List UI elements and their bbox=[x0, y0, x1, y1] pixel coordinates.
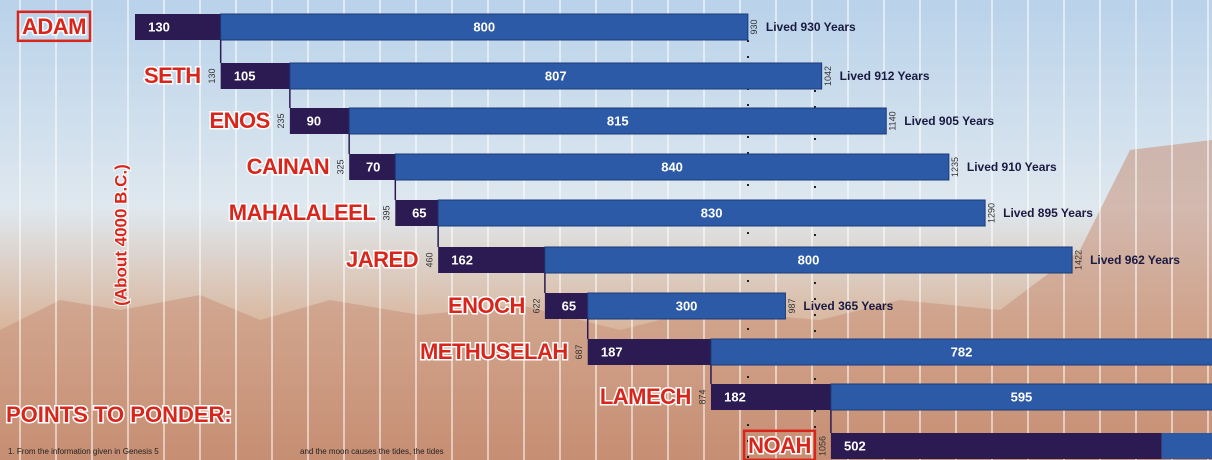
rest-label: 840 bbox=[661, 159, 683, 174]
rest-label: 595 bbox=[1011, 389, 1033, 404]
death-year: 1140 bbox=[888, 111, 898, 130]
death-year: 1290 bbox=[986, 203, 996, 223]
rest-label: 782 bbox=[951, 344, 973, 359]
birth-year: 130 bbox=[207, 68, 217, 83]
death-year: 1042 bbox=[823, 66, 833, 86]
rest-label: 830 bbox=[701, 205, 723, 220]
rest-label: 800 bbox=[473, 19, 495, 34]
birth-year: 687 bbox=[574, 344, 584, 359]
name: ADAM bbox=[22, 14, 86, 39]
begat-label: 130 bbox=[148, 19, 170, 34]
birth-year: 460 bbox=[425, 252, 435, 267]
begat-label: 65 bbox=[412, 205, 426, 220]
rest-label: 807 bbox=[545, 68, 567, 83]
rest-label: 815 bbox=[607, 113, 629, 128]
name: MAHALALEEL bbox=[229, 200, 376, 225]
name: METHUSELAH bbox=[420, 339, 568, 364]
name: CAINAN bbox=[247, 154, 330, 179]
begat-label: 65 bbox=[562, 298, 576, 313]
ponder-text: 1. From the information given in Genesis… bbox=[8, 447, 159, 456]
death-year: 1235 bbox=[950, 157, 960, 177]
death-year: 1422 bbox=[1073, 250, 1083, 270]
lived-label: Lived 912 Years bbox=[840, 69, 930, 83]
chart: (About 4000 B.C.) POINTS TO PONDER: 1. F… bbox=[0, 0, 1212, 460]
begat-bar bbox=[831, 433, 1162, 459]
begat-label: 182 bbox=[724, 389, 746, 404]
begat-label: 162 bbox=[451, 252, 473, 267]
name: NOAH bbox=[748, 433, 811, 458]
birth-year: 235 bbox=[276, 113, 286, 128]
birth-year: 874 bbox=[697, 389, 707, 404]
name: JARED bbox=[346, 247, 418, 272]
ponder-title: POINTS TO PONDER: bbox=[6, 402, 232, 427]
lived-label: Lived 930 Years bbox=[766, 20, 856, 34]
begat-label: 90 bbox=[307, 113, 321, 128]
birth-year: 325 bbox=[336, 159, 346, 174]
begat-label: 70 bbox=[366, 159, 380, 174]
lived-label: Lived 905 Years bbox=[904, 114, 994, 128]
ponder-text: and the moon causes the tides, the tides bbox=[300, 447, 444, 456]
name: SETH bbox=[144, 63, 201, 88]
death-year: 930 bbox=[749, 19, 759, 34]
page: {"chart_data": { "type": "timeline", "su… bbox=[0, 0, 1212, 460]
begat-label: 105 bbox=[234, 68, 256, 83]
name: LAMECH bbox=[600, 384, 691, 409]
begat-label: 502 bbox=[844, 438, 866, 453]
subtitle: (About 4000 B.C.) bbox=[111, 164, 130, 306]
lived-label: Lived 365 Years bbox=[803, 299, 893, 313]
lived-label: Lived 962 Years bbox=[1090, 253, 1180, 267]
name: ENOCH bbox=[448, 293, 525, 318]
lived-label: Lived 895 Years bbox=[1003, 206, 1093, 220]
rest-label: 300 bbox=[676, 298, 698, 313]
birth-year: 622 bbox=[531, 298, 541, 313]
birth-year: 395 bbox=[382, 205, 392, 220]
lived-label: Lived 910 Years bbox=[967, 160, 1057, 174]
bar-continuation bbox=[1162, 433, 1212, 459]
death-year: 987 bbox=[787, 298, 797, 313]
birth-year: 1056 bbox=[817, 436, 827, 456]
begat-label: 187 bbox=[601, 344, 623, 359]
rest-label: 800 bbox=[798, 252, 820, 267]
name: ENOS bbox=[210, 108, 270, 133]
